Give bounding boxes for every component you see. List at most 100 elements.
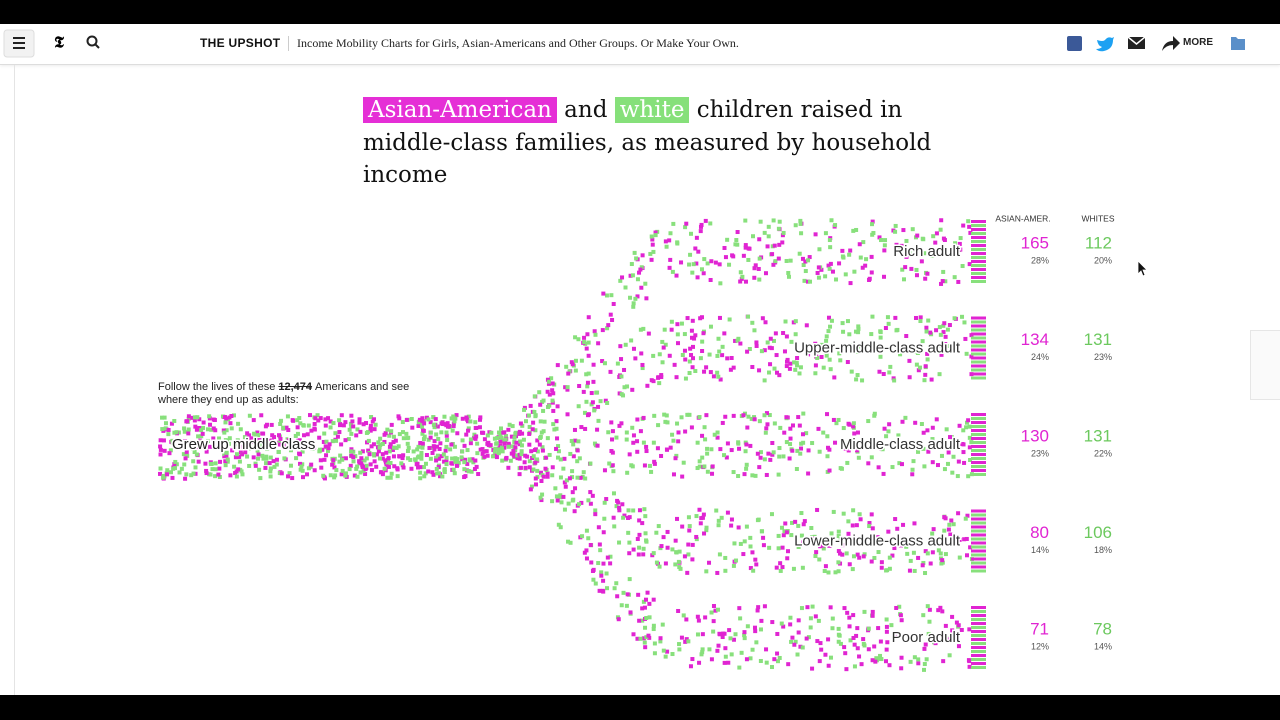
dot <box>704 365 709 370</box>
dot <box>701 271 706 276</box>
dot <box>182 462 187 467</box>
dot <box>349 449 354 454</box>
dot <box>770 620 775 625</box>
dot <box>828 605 833 610</box>
dot <box>520 431 525 436</box>
dot <box>768 336 773 341</box>
dot <box>359 456 364 461</box>
save-icon[interactable] <box>1231 37 1245 50</box>
dot <box>368 426 373 431</box>
dot <box>635 417 640 422</box>
dot <box>780 240 785 245</box>
dot <box>238 427 243 432</box>
dot <box>652 459 657 464</box>
dot <box>854 227 859 232</box>
dot <box>848 281 853 286</box>
dot <box>438 474 443 479</box>
twitter-icon[interactable] <box>1096 37 1114 52</box>
dot <box>640 521 645 526</box>
dot <box>522 407 527 412</box>
dot <box>845 319 850 324</box>
next-tab[interactable] <box>1250 330 1280 400</box>
dot <box>335 434 340 439</box>
stack-bar <box>971 557 986 561</box>
dot <box>793 223 798 228</box>
dot <box>631 632 636 637</box>
dot <box>732 541 737 546</box>
dot <box>302 433 307 438</box>
dot <box>897 461 902 466</box>
dot <box>257 437 262 442</box>
dot <box>569 438 574 443</box>
dot <box>754 340 759 345</box>
dot <box>433 417 438 422</box>
dot <box>354 433 359 438</box>
stack-bar <box>971 457 986 460</box>
dot <box>637 532 642 537</box>
dot <box>923 549 928 554</box>
dot <box>608 554 613 559</box>
dot <box>841 511 846 516</box>
dot <box>854 377 859 382</box>
dot <box>646 633 651 638</box>
dot <box>735 242 740 247</box>
dot <box>327 442 332 447</box>
dot <box>770 252 775 257</box>
dot <box>518 421 523 426</box>
dot <box>545 474 550 479</box>
dot <box>635 439 640 444</box>
dot <box>542 419 547 424</box>
dot <box>793 367 798 372</box>
dot <box>562 507 567 512</box>
dot <box>186 416 191 421</box>
more-button[interactable]: MORE <box>1183 37 1213 48</box>
dot <box>777 373 782 378</box>
dot <box>770 440 775 445</box>
dot <box>686 542 691 547</box>
dot <box>318 458 323 463</box>
dot <box>478 417 483 422</box>
dot <box>693 333 698 338</box>
dot <box>750 550 755 555</box>
dot <box>452 444 457 449</box>
dot <box>391 440 396 445</box>
dot <box>651 249 656 254</box>
dot <box>899 243 904 248</box>
dot <box>804 431 809 436</box>
dot <box>190 415 195 420</box>
dot <box>539 498 544 503</box>
dot <box>850 523 855 528</box>
dot <box>963 516 968 521</box>
facebook-icon[interactable] <box>1067 36 1082 51</box>
stack-bar <box>971 569 986 573</box>
dot <box>623 285 628 290</box>
section-name[interactable]: THE UPSHOT <box>200 36 281 50</box>
dot <box>644 296 649 301</box>
dot <box>388 461 393 466</box>
dot <box>421 465 426 470</box>
share-icon[interactable] <box>1162 36 1180 51</box>
search-icon[interactable] <box>86 35 100 49</box>
dot <box>423 461 428 466</box>
dot <box>596 341 601 346</box>
dot <box>711 604 716 609</box>
dot <box>968 545 973 550</box>
dot <box>422 434 427 439</box>
dot <box>941 330 946 335</box>
dot <box>774 353 779 358</box>
dot <box>317 435 322 440</box>
dot <box>610 317 615 322</box>
dot <box>738 341 743 346</box>
dot <box>654 530 659 535</box>
dot <box>659 453 664 458</box>
dot <box>201 420 206 425</box>
dot <box>532 409 537 414</box>
stack-bar <box>971 352 986 356</box>
dot <box>385 427 390 432</box>
dot <box>707 352 712 357</box>
dot <box>702 464 707 469</box>
nyt-logo[interactable]: 𝕿 <box>54 35 64 52</box>
dot <box>662 412 667 417</box>
dot <box>643 531 648 536</box>
dot <box>949 518 954 523</box>
